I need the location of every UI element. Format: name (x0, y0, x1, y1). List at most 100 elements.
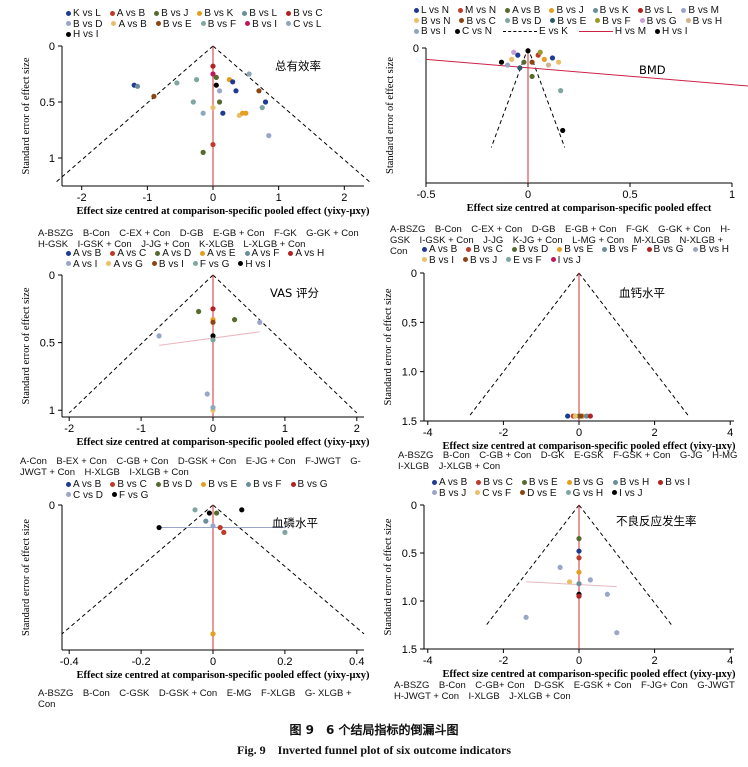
data-point (243, 110, 249, 116)
x-tick-label: -2 (77, 192, 87, 204)
legend-label: A vs B (73, 479, 102, 490)
legend-item: B vs G (290, 479, 328, 491)
funnel-right-boundary (212, 504, 365, 635)
legend-item: B vs J (463, 255, 497, 267)
data-point (525, 48, 531, 54)
y-axis-label: Standard error of effect size (21, 287, 32, 404)
legend-label: B vs E (162, 18, 192, 30)
legend-item: B vs D (511, 244, 548, 256)
legend-label: H vs I (245, 258, 271, 270)
data-point (156, 333, 162, 339)
legend-item: B vs G (639, 15, 677, 28)
legend-label: C vs F (482, 487, 512, 499)
legend-item: B vs E (155, 18, 192, 31)
legend-line-swatch (503, 30, 538, 32)
legend-item: B vs K (592, 5, 629, 17)
legend-dot-swatch (685, 18, 691, 24)
legend-dot-swatch (151, 261, 157, 267)
data-point (521, 59, 527, 65)
data-point (213, 82, 219, 88)
legend-item: B vs F (246, 479, 282, 491)
legend-item: A vs G (106, 259, 143, 271)
y-tick-label: 0 (411, 500, 417, 512)
legend-label: A vs H (295, 248, 325, 259)
legend-dot-swatch (200, 21, 206, 27)
y-tick-label: 0.5 (402, 317, 417, 329)
data-point (196, 308, 202, 315)
legend-dot-swatch (511, 246, 517, 252)
legend-label: B vs H (692, 15, 723, 27)
legend-dot-swatch (66, 10, 71, 16)
legend-dot-swatch (242, 10, 248, 16)
legend-dot-swatch (110, 481, 116, 487)
legend-item: A vs H (288, 248, 325, 260)
legend-item: B vs I (151, 259, 184, 271)
legend-item: E vs F (506, 255, 542, 267)
legend-item: A vs I (66, 259, 97, 271)
panel-title: VAS 评分 (270, 286, 319, 300)
legend-label: A vs C (117, 248, 147, 259)
x-tick-label: 2 (652, 427, 658, 439)
legend-label: F vs G (199, 258, 230, 270)
legend-item: G vs H (565, 488, 603, 500)
plot-area: -4 -2 0 2 4 0 0.5 1.0 1.5 Standard error of effec… (383, 268, 736, 452)
regression-line (425, 58, 748, 87)
abbreviation-footnote: A-BSZG B-Con C-GB + Con D-GK E-GSK F-GSK… (398, 450, 747, 472)
x-tick-label: 2 (341, 192, 347, 204)
data-point (213, 510, 220, 516)
legend-item: B vs D (504, 16, 541, 28)
data-point (576, 593, 582, 599)
legend-item: B vs M (681, 5, 719, 17)
legend-item: B vs F (200, 19, 236, 31)
data-point (210, 141, 216, 148)
x-tick-label: -4 (423, 427, 433, 439)
legend-dot-swatch (557, 246, 563, 252)
legend-label: K vs L (73, 8, 101, 19)
legend-item: K vs L (66, 8, 101, 20)
legend-item: B vs F (595, 16, 631, 28)
data-point (541, 56, 547, 62)
legend-dot-swatch (245, 21, 251, 27)
legend-label: B vs I (665, 477, 691, 488)
legend-label: A vs B (429, 244, 458, 255)
x-tick-label: 0.2 (277, 656, 292, 668)
legend-item: B vs N (414, 15, 451, 28)
legend-dot-swatch (692, 246, 698, 252)
legend-label: B vs M (688, 5, 719, 16)
legend-label: C vs L (293, 18, 322, 30)
funnel-right-boundary (578, 272, 690, 417)
x-axis-label: Effect size centred at comparison-specif… (443, 441, 736, 452)
data-point (529, 73, 535, 80)
y-axis-label: Standard error of effect size (385, 57, 396, 174)
legend-dot-swatch (550, 18, 556, 24)
legend-dot-swatch (112, 492, 117, 498)
legend-dot-swatch (432, 479, 437, 485)
legend-label: B vs N (421, 15, 451, 27)
legend-item: B vs C (286, 8, 323, 20)
legend-label: B vs L (644, 5, 673, 16)
legend-label: A vs E (207, 248, 236, 259)
legend-label: B vs K (204, 8, 234, 19)
legend-item: B vs E (550, 16, 586, 28)
data-point (282, 529, 288, 535)
legend-item: A vs B (432, 477, 467, 489)
legend-dot-swatch (457, 7, 463, 13)
y-tick-label: 0 (411, 268, 417, 280)
data-point (210, 631, 216, 637)
legend-dot-swatch (459, 18, 465, 24)
y-tick-label: 1.0 (402, 596, 417, 608)
data-point (216, 88, 223, 94)
x-axis-label: Effect size centred at comparison-specif… (77, 437, 370, 448)
legend-label: B vs J (556, 5, 584, 16)
data-point (587, 577, 593, 583)
legend-dot-swatch (197, 10, 203, 16)
data-point (560, 127, 566, 134)
legend-label: B vs H (619, 477, 650, 488)
legend-dot-swatch (111, 21, 117, 27)
y-axis-label: Standard error of effect size (21, 519, 32, 636)
y-tick-label: 0 (49, 41, 55, 53)
legend-label: B vs G (646, 15, 677, 27)
abbreviation-footnote: A-Con B-EX + Con C-GB + Con D-GSK + Con … (20, 456, 361, 478)
funnel-plot-adverse-reactions: A vs B B vs C B vs E B vs G B vs H B vs I B vs… (374, 477, 748, 713)
data-point (549, 55, 556, 61)
